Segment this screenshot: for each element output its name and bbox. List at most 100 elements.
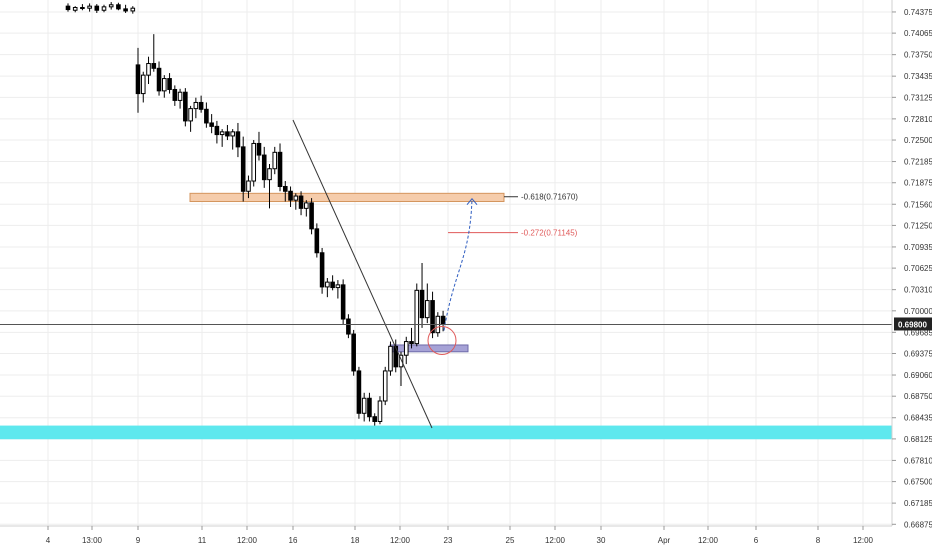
candle[interactable] bbox=[261, 146, 267, 188]
x-axis-ticks[interactable]: 4 13:00 9 11 12:00 16 18 12:00 23 25 12:00 30 Apr 12:… bbox=[46, 526, 874, 545]
candle[interactable] bbox=[251, 140, 257, 187]
candle-body-up bbox=[193, 101, 199, 110]
candle[interactable] bbox=[116, 2, 121, 11]
x-tick-label: 30 bbox=[597, 536, 606, 545]
candle[interactable] bbox=[388, 341, 393, 376]
candle[interactable] bbox=[140, 71, 146, 103]
support-zone[interactable] bbox=[0, 425, 892, 440]
y-tick-label: 0.67500 bbox=[904, 478, 932, 487]
candle[interactable] bbox=[87, 3, 92, 12]
candle[interactable] bbox=[108, 2, 114, 10]
candle[interactable] bbox=[72, 6, 78, 13]
candle[interactable] bbox=[298, 191, 304, 216]
candle[interactable] bbox=[319, 247, 325, 294]
candle[interactable] bbox=[162, 75, 167, 98]
candle[interactable] bbox=[372, 413, 377, 426]
candle[interactable] bbox=[177, 88, 183, 109]
candle-body-up bbox=[293, 195, 299, 201]
candle[interactable] bbox=[267, 163, 272, 209]
x-tick-label: 25 bbox=[506, 536, 515, 545]
candle-body-up bbox=[272, 151, 278, 170]
candle[interactable] bbox=[130, 6, 136, 14]
candle[interactable] bbox=[151, 34, 157, 72]
candle[interactable] bbox=[172, 85, 178, 106]
y-tick-label: 0.69060 bbox=[904, 371, 932, 380]
candle[interactable] bbox=[65, 3, 71, 12]
candle[interactable] bbox=[414, 283, 420, 347]
candle[interactable] bbox=[204, 102, 209, 128]
candle[interactable] bbox=[230, 129, 235, 150]
candle[interactable] bbox=[346, 314, 351, 339]
candle[interactable] bbox=[330, 275, 335, 291]
candle[interactable] bbox=[314, 223, 320, 258]
candle[interactable] bbox=[398, 351, 404, 386]
candle[interactable] bbox=[235, 122, 241, 158]
candle-body-down bbox=[256, 142, 262, 156]
candle[interactable] bbox=[167, 73, 172, 94]
current-price-badge-bg bbox=[894, 317, 932, 331]
candle[interactable] bbox=[325, 278, 330, 298]
candle[interactable] bbox=[304, 200, 309, 217]
candle[interactable] bbox=[214, 120, 220, 144]
candle[interactable] bbox=[335, 280, 341, 299]
candle[interactable] bbox=[101, 4, 107, 13]
candle-body-down bbox=[288, 190, 293, 201]
current-price-badge: 0.69800 bbox=[894, 317, 932, 331]
candle[interactable] bbox=[425, 283, 430, 324]
candle[interactable] bbox=[382, 366, 388, 406]
candle-body-down bbox=[367, 397, 372, 418]
candle[interactable] bbox=[94, 4, 100, 13]
candle[interactable] bbox=[188, 105, 193, 132]
entry-circle[interactable] bbox=[427, 325, 457, 355]
candle[interactable] bbox=[393, 339, 399, 373]
candle[interactable] bbox=[219, 129, 225, 147]
y-tick-label: 0.70310 bbox=[904, 286, 932, 295]
candle[interactable] bbox=[123, 4, 128, 13]
candle[interactable] bbox=[256, 131, 262, 161]
candle[interactable] bbox=[309, 198, 314, 235]
candle-body-up bbox=[425, 300, 430, 319]
y-axis-ticks[interactable]: 0.74375 0.74065 0.73750 0.73435 0.73125 0.728… bbox=[892, 8, 932, 529]
candle[interactable] bbox=[356, 366, 362, 419]
y-tick-label: 0.70000 bbox=[904, 307, 932, 316]
fib-0618-label: -0.618(0.71670) bbox=[521, 193, 578, 202]
candle[interactable] bbox=[361, 392, 367, 422]
candle[interactable] bbox=[225, 125, 230, 141]
candle[interactable] bbox=[282, 181, 288, 202]
candle-body-up bbox=[219, 131, 225, 136]
candle[interactable] bbox=[272, 146, 278, 175]
candle[interactable] bbox=[209, 114, 214, 134]
candle[interactable] bbox=[351, 329, 356, 376]
trend-line[interactable] bbox=[292, 119, 433, 429]
candles bbox=[65, 2, 446, 426]
candle[interactable] bbox=[293, 193, 299, 210]
candle-body-down bbox=[214, 125, 220, 136]
y-tick-label: 0.69375 bbox=[904, 350, 932, 359]
candle-body-up bbox=[140, 74, 146, 95]
candle[interactable] bbox=[198, 95, 204, 113]
projection-arrow[interactable] bbox=[443, 198, 473, 331]
candle-body-down bbox=[372, 416, 377, 422]
candle[interactable] bbox=[135, 47, 141, 113]
candle-body-down bbox=[298, 195, 304, 209]
candle[interactable] bbox=[377, 396, 383, 425]
candle[interactable] bbox=[240, 136, 246, 202]
candle[interactable] bbox=[367, 392, 372, 422]
candle[interactable] bbox=[183, 88, 188, 127]
candle[interactable] bbox=[403, 336, 409, 365]
candle[interactable] bbox=[340, 279, 346, 325]
candle-body-down bbox=[440, 315, 446, 325]
y-tick-label: 0.72810 bbox=[904, 115, 932, 124]
candle[interactable] bbox=[277, 143, 283, 192]
candle[interactable] bbox=[146, 56, 151, 85]
candle[interactable] bbox=[288, 186, 293, 207]
candle[interactable] bbox=[193, 97, 199, 119]
candle[interactable] bbox=[419, 263, 425, 328]
candle[interactable] bbox=[80, 4, 85, 11]
candle[interactable] bbox=[409, 327, 414, 349]
resistance-zone[interactable] bbox=[189, 192, 505, 203]
candle[interactable] bbox=[246, 175, 251, 199]
candle-body-down bbox=[135, 64, 141, 95]
candle[interactable] bbox=[156, 61, 162, 96]
